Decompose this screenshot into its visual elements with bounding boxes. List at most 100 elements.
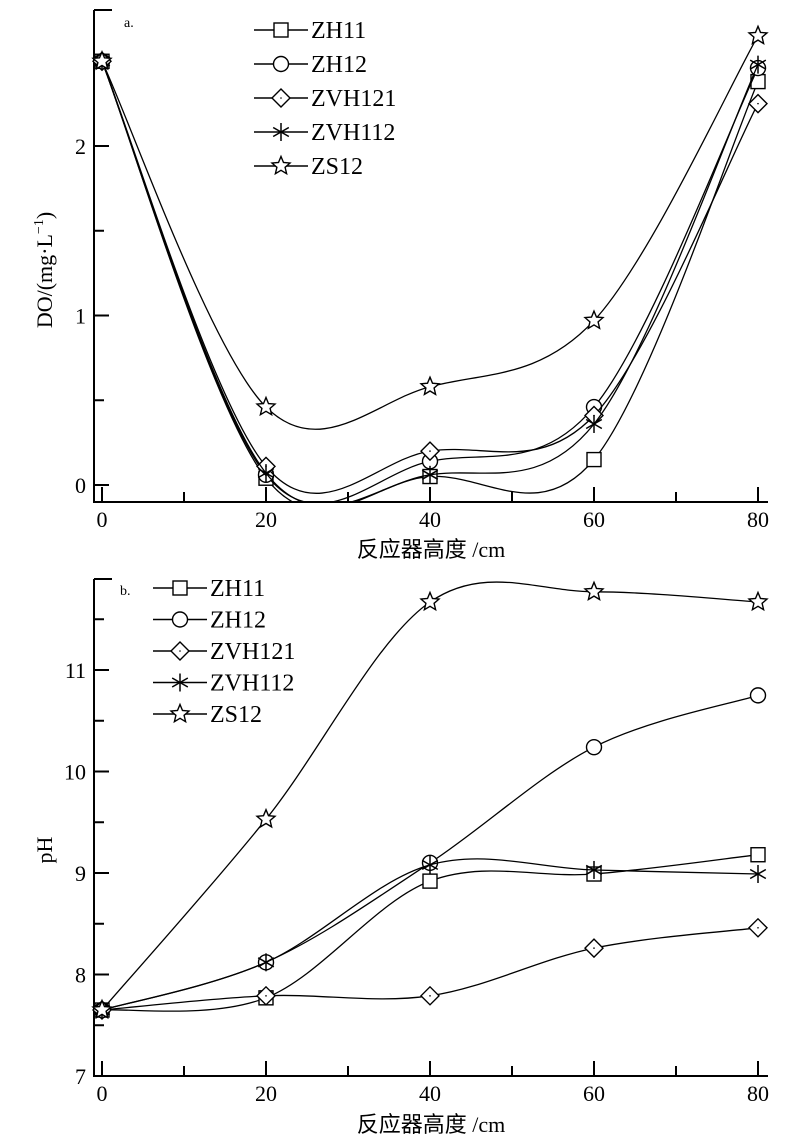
panel-b-legend-label: ZH12 (210, 608, 266, 634)
panel-b-legend-label: ZS12 (210, 702, 262, 728)
panel-a-label: a. (124, 16, 134, 31)
panel-b-legend-item: ZH11 (153, 576, 265, 602)
panel-a-y-axis-title: DO/(mg·L−1) (32, 212, 57, 328)
panel-a-legend-marker-asterisk (272, 123, 290, 141)
panel-b-point-zvh112 (257, 953, 275, 972)
panel-a-line-zvh121 (101, 61, 759, 494)
panel-b-point-zh12 (585, 738, 603, 756)
panel-a-x-tick-label: 40 (419, 507, 441, 532)
panel-b-ph-chart: b. 7 8 9 10 11 0 20 40 60 80 ZH11 ZH12 ZVH121 ZVH112… (32, 576, 769, 1137)
panel-b-y-tick-label: 8 (75, 963, 86, 988)
panel-b-legend-marker-star (169, 702, 191, 724)
panel-a-legend-label: ZH12 (311, 52, 367, 78)
panel-a-series-zvh112 (93, 52, 767, 501)
panel-b-series-zvh121 (92, 917, 768, 1021)
panel-b-legend-marker-asterisk (171, 673, 189, 692)
panel-a-line-zs12 (101, 35, 759, 430)
panel-a-series-zs12 (91, 24, 769, 430)
panel-a-point-zs12 (747, 24, 769, 45)
panel-a-series (91, 24, 769, 501)
panel-b-legend-marker-square (172, 580, 188, 596)
panel-b-point-zvh112 (421, 855, 439, 874)
panel-b-series (91, 580, 769, 1021)
panel-a-point-zs12 (419, 375, 441, 396)
panel-b-x-tick-label: 0 (97, 1081, 108, 1106)
panel-a-legend-item: ZH11 (254, 18, 366, 44)
panel-b-line-zs12 (101, 581, 759, 1011)
panel-b-point-zvh112 (749, 865, 767, 884)
panel-b-legend: ZH11 ZH12 ZVH121 ZVH112 ZS12 (153, 576, 295, 728)
panel-b-legend-marker-circle (171, 611, 189, 628)
panel-a-y-axis-title-close: ) (32, 212, 57, 219)
panel-a-legend-item: ZVH121 (254, 86, 396, 112)
panel-b-legend-item: ZS12 (153, 702, 262, 728)
panel-b-series-zh12 (93, 687, 767, 1019)
panel-a-x-tick-label: 60 (583, 507, 605, 532)
panel-b-y-tick-label: 11 (65, 658, 86, 683)
panel-b-y-tick-label: 7 (75, 1064, 86, 1089)
panel-b-legend-item: ZH12 (153, 608, 266, 634)
panel-b-x-tick-label: 40 (419, 1081, 441, 1106)
panel-b-point-zs12 (583, 580, 605, 601)
panel-b-label: b. (120, 584, 131, 599)
panel-a-y-axis-title-main: DO/(mg·L (32, 234, 57, 328)
panel-b-point-zh11 (422, 873, 438, 889)
panel-a-x-tick-label: 80 (747, 507, 769, 532)
panel-a-y-axis-title-sup: −1 (32, 219, 47, 234)
panel-a-point-zvh112 (585, 414, 603, 433)
panel-b-point-zvh112 (585, 860, 603, 879)
panel-b-axes: 7 8 9 10 11 0 20 40 60 80 (64, 578, 769, 1106)
panel-a-point-zvh121-dot (757, 102, 759, 105)
panel-a-x-tick-label: 0 (97, 507, 108, 532)
panel-a-y-tick-label: 0 (75, 473, 86, 498)
panel-a-legend-marker-star (270, 154, 292, 176)
panel-b-legend-marker-diamond-dot (179, 650, 181, 652)
panel-b-x-tick-label: 60 (583, 1081, 605, 1106)
panel-a-point-zs12 (255, 395, 277, 417)
panel-b-x-tick-label: 20 (255, 1081, 277, 1106)
panel-b-x-axis-title: 反应器高度 /cm (357, 1112, 506, 1137)
panel-a-legend-label: ZVH121 (311, 86, 396, 112)
panel-a-legend-marker-circle (272, 55, 290, 73)
panel-a-x-axis-title: 反应器高度 /cm (357, 537, 506, 562)
panel-b-point-zs12 (255, 807, 277, 829)
panel-a-point-zvh112 (421, 465, 439, 484)
panel-a-series-zh12 (93, 53, 767, 501)
panel-b-y-tick-label: 10 (64, 760, 86, 785)
panel-a-legend-label: ZH11 (311, 18, 366, 44)
panel-a-legend-label: ZS12 (311, 154, 363, 180)
panel-a-point-zh11 (586, 451, 602, 468)
panel-a-point-zs12 (583, 309, 605, 330)
panel-a-legend: ZH11 ZH12 ZVH121 ZVH112 ZS12 (254, 18, 396, 180)
panel-a-legend-label: ZVH112 (311, 120, 395, 146)
panel-b-point-zh12 (749, 687, 767, 704)
panel-b-y-tick-label: 9 (75, 861, 86, 886)
panel-a-legend-marker-diamond-dot (280, 97, 282, 99)
panel-a-point-zvh112 (749, 55, 767, 74)
panel-b-legend-item: ZVH121 (153, 639, 295, 665)
panel-b-legend-item: ZVH112 (153, 671, 294, 697)
panel-a-point-zvh121-dot (429, 450, 431, 452)
panel-b-point-zvh121-dot (429, 995, 431, 997)
panel-b-x-tick-label: 80 (747, 1081, 769, 1106)
panel-b-point-zvh121-dot (757, 927, 759, 929)
panel-b-point-zvh121-dot (593, 947, 595, 949)
panel-b-point-zs12 (747, 590, 769, 612)
panel-b-y-axis-title: pH (32, 836, 57, 863)
panel-a-legend-item: ZS12 (254, 154, 363, 180)
panel-a-line-zh12 (101, 61, 759, 501)
panel-a-series-zvh121 (92, 51, 768, 494)
panel-a-legend-marker-square (273, 22, 289, 38)
panel-a-point-zvh112 (257, 464, 275, 483)
panel-a-y-tick-label: 2 (75, 134, 86, 159)
panel-b-point-zvh121-dot (265, 995, 267, 997)
panel-a-legend-item: ZVH112 (254, 120, 395, 146)
panel-b-legend-label: ZH11 (210, 576, 265, 602)
panel-a-x-tick-label: 20 (255, 507, 277, 532)
panel-b-point-zh11 (750, 847, 766, 863)
panel-a-point-zs12 (91, 49, 113, 71)
panel-b-point-zs12 (91, 998, 113, 1020)
